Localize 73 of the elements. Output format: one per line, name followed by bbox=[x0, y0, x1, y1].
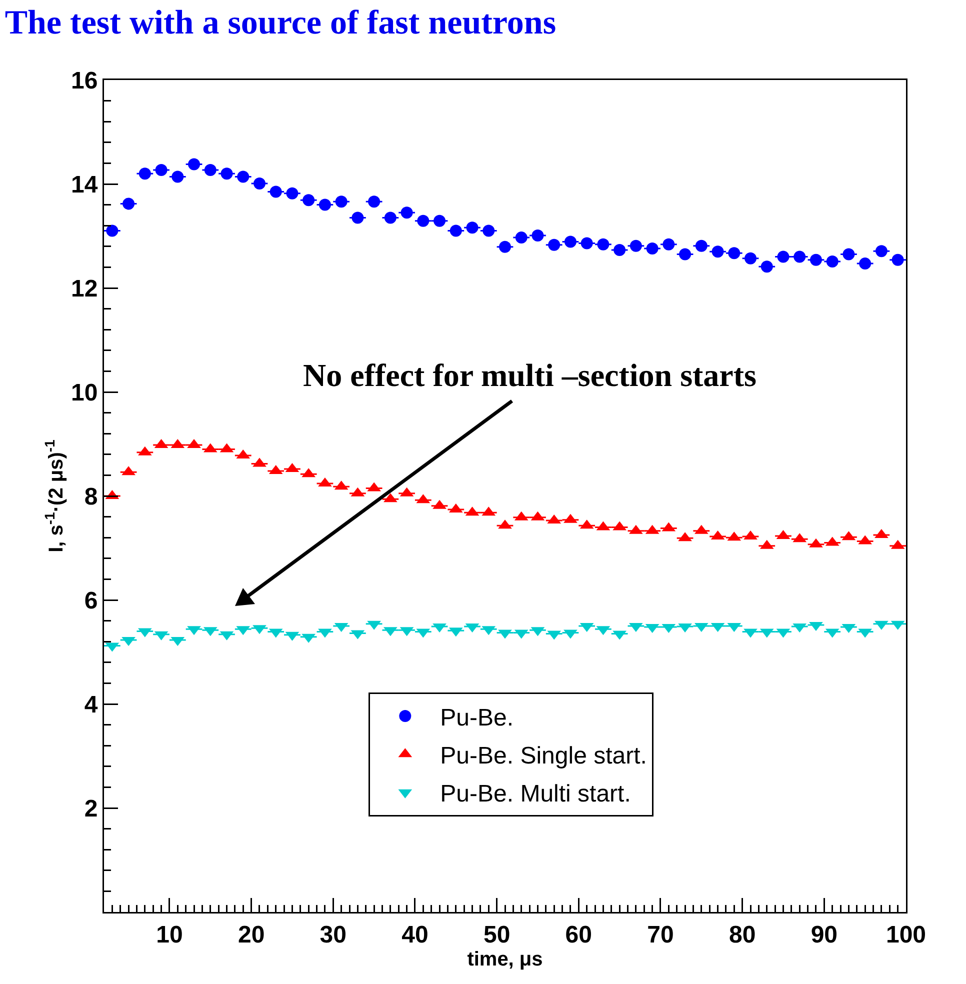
point bbox=[220, 168, 233, 180]
point bbox=[138, 168, 151, 180]
point bbox=[744, 252, 757, 264]
y-tick-label: 10 bbox=[70, 379, 98, 406]
y-tick-label: 8 bbox=[84, 483, 98, 510]
point bbox=[368, 196, 380, 208]
legend-label: Pu-Be. bbox=[440, 704, 514, 732]
point bbox=[842, 248, 855, 260]
point bbox=[417, 214, 430, 227]
point bbox=[794, 250, 806, 263]
point bbox=[580, 237, 593, 250]
point bbox=[400, 206, 413, 219]
point bbox=[548, 238, 560, 251]
point bbox=[286, 187, 298, 200]
point bbox=[499, 240, 511, 253]
point bbox=[237, 170, 250, 183]
point bbox=[335, 196, 348, 208]
point bbox=[434, 214, 446, 227]
x-tick-label: 10 bbox=[156, 921, 183, 948]
point bbox=[122, 198, 135, 210]
x-tick-label: 60 bbox=[565, 921, 592, 948]
point bbox=[859, 258, 872, 270]
point bbox=[172, 170, 184, 183]
y-tick-label: 16 bbox=[70, 67, 98, 94]
x-tick-label: 40 bbox=[402, 921, 428, 948]
point bbox=[630, 240, 642, 252]
point bbox=[466, 222, 478, 234]
x-axis-title: time, μs bbox=[467, 948, 543, 970]
point bbox=[728, 247, 740, 260]
point bbox=[614, 244, 626, 256]
x-tick-label: 100 bbox=[886, 921, 926, 948]
point bbox=[155, 164, 168, 176]
point bbox=[532, 229, 544, 242]
x-tick-label: 70 bbox=[647, 921, 674, 948]
legend-label: Pu-Be. Multi start. bbox=[440, 780, 631, 808]
point bbox=[204, 164, 216, 176]
point bbox=[777, 250, 790, 263]
point bbox=[760, 260, 773, 273]
point bbox=[712, 246, 724, 258]
point bbox=[826, 255, 838, 268]
point bbox=[253, 177, 266, 190]
point bbox=[384, 212, 396, 224]
x-tick-label: 80 bbox=[728, 921, 756, 948]
annotation: No effect for multi –section starts bbox=[303, 357, 756, 393]
point bbox=[450, 224, 462, 237]
point bbox=[302, 194, 315, 206]
point bbox=[679, 248, 692, 260]
point bbox=[597, 238, 610, 250]
chart-title: The test with a source of fast neutrons bbox=[4, 4, 556, 42]
point bbox=[482, 224, 495, 237]
y-tick-label: 6 bbox=[84, 587, 98, 614]
point bbox=[515, 232, 528, 244]
point bbox=[892, 254, 904, 266]
point bbox=[188, 158, 200, 170]
y-tick-label: 2 bbox=[84, 795, 98, 822]
y-tick-label: 14 bbox=[70, 171, 98, 198]
point bbox=[564, 236, 576, 248]
point bbox=[695, 240, 708, 252]
x-tick-label: 50 bbox=[483, 921, 510, 948]
point bbox=[875, 245, 888, 258]
point bbox=[352, 212, 364, 224]
point bbox=[810, 254, 822, 266]
point bbox=[270, 186, 282, 198]
point bbox=[646, 242, 658, 254]
x-tick-label: 30 bbox=[320, 921, 346, 948]
legend-label: Pu-Be. Single start. bbox=[440, 742, 647, 770]
y-tick-label: 12 bbox=[70, 275, 98, 302]
point bbox=[662, 238, 675, 250]
point bbox=[318, 198, 331, 211]
x-tick-label: 20 bbox=[238, 921, 265, 948]
point bbox=[106, 224, 118, 237]
x-tick-label: 90 bbox=[810, 921, 838, 948]
y-tick-label: 4 bbox=[84, 691, 98, 718]
